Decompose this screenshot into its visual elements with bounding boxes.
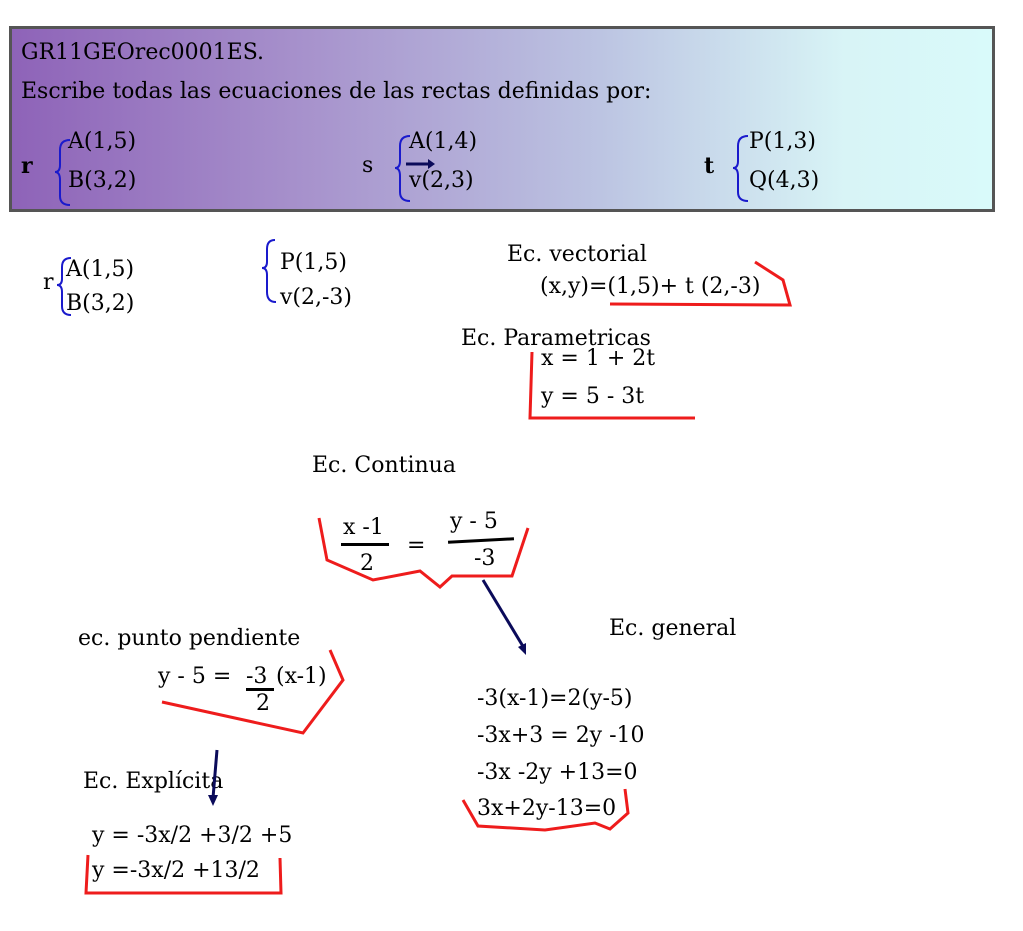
continuous-numerator-right: y - 5 bbox=[450, 509, 498, 534]
work-point-a: A(1,5) bbox=[66, 257, 135, 282]
continuous-numerator-left: x -1 bbox=[343, 515, 384, 540]
general-step-4: 3x+2y-13=0 bbox=[477, 796, 617, 821]
general-title: Ec. general bbox=[609, 616, 737, 641]
work-point-p: P(1,5) bbox=[280, 250, 347, 275]
general-step-1: -3(x-1)=2(y-5) bbox=[477, 686, 633, 711]
vectorial-title: Ec. vectorial bbox=[507, 242, 647, 267]
arrow-to-general-icon bbox=[481, 579, 526, 649]
general-step-2: -3x+3 = 2y -10 bbox=[477, 723, 645, 748]
point-slope-title: ec. punto pendiente bbox=[78, 626, 301, 651]
continuous-title: Ec. Continua bbox=[312, 453, 456, 478]
line-t-point-1: P(1,3) bbox=[749, 129, 816, 154]
line-s-name: s bbox=[362, 153, 374, 178]
work-line-name: r bbox=[43, 270, 54, 295]
point-slope-box bbox=[161, 649, 345, 735]
point-slope-numerator: -3 bbox=[246, 664, 268, 689]
exercise-instruction: Escribe todas las ecuaciones de las rect… bbox=[21, 79, 652, 104]
brace-work-pv-icon bbox=[261, 239, 277, 303]
parametric-y: y = 5 - 3t bbox=[541, 384, 645, 409]
continuous-equals: = bbox=[407, 533, 426, 558]
explicit-step-1: y = -3x/2 +3/2 +5 bbox=[92, 823, 293, 848]
line-s-vector: v(2,3) bbox=[409, 168, 474, 193]
point-slope-denominator: 2 bbox=[256, 691, 270, 716]
continuous-fraction-bar-right bbox=[447, 537, 515, 544]
parametric-title: Ec. Parametricas bbox=[461, 326, 651, 351]
line-r-name: r bbox=[21, 153, 33, 179]
line-t-point-2: Q(4,3) bbox=[749, 168, 820, 193]
work-direction-vector: v(2,-3) bbox=[280, 285, 353, 310]
continuous-denominator-left: 2 bbox=[360, 551, 374, 576]
line-s-point-1: A(1,4) bbox=[409, 129, 478, 154]
line-r-point-2: B(3,2) bbox=[68, 168, 137, 193]
point-slope-right: (x-1) bbox=[276, 664, 327, 689]
exercise-header: GR11GEOrec0001ES. Escribe todas las ecua… bbox=[9, 26, 995, 212]
work-point-b: B(3,2) bbox=[66, 291, 135, 316]
line-t-name: t bbox=[704, 153, 715, 179]
point-slope-left: y - 5 = bbox=[158, 664, 232, 689]
continuous-fraction-bar-left bbox=[341, 543, 389, 546]
explicit-title: Ec. Explícita bbox=[83, 769, 224, 794]
line-r-point-1: A(1,5) bbox=[68, 129, 137, 154]
vectorial-equation: (x,y)=(1,5)+ t (2,-3) bbox=[540, 274, 761, 299]
explicit-step-2: y =-3x/2 +13/2 bbox=[92, 858, 260, 883]
general-step-3: -3x -2y +13=0 bbox=[477, 760, 638, 785]
continuous-denominator-right: -3 bbox=[474, 546, 496, 571]
exercise-code: GR11GEOrec0001ES. bbox=[21, 40, 264, 65]
parametric-x: x = 1 + 2t bbox=[541, 346, 656, 371]
